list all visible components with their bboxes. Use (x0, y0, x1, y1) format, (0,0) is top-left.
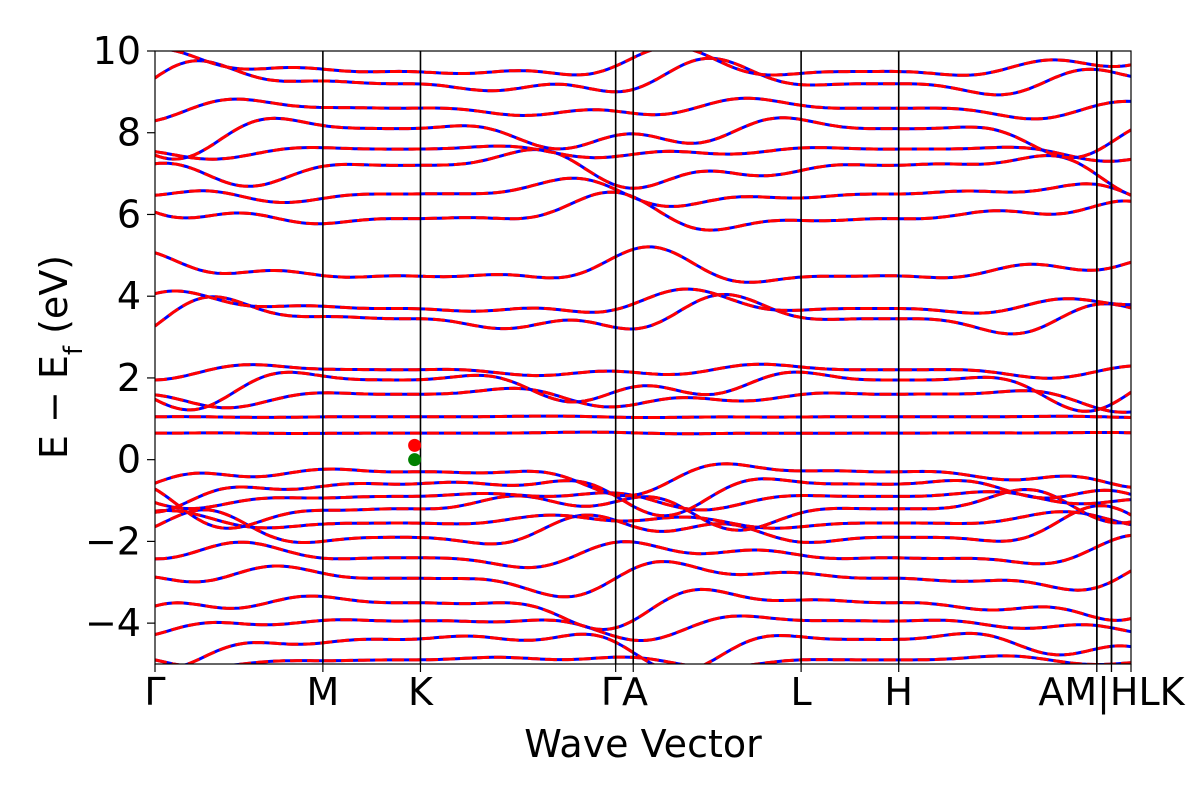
x-kpoint-label-2: K (408, 670, 434, 714)
x-kpoint-label-1: M (306, 670, 339, 714)
band-down-16 (155, 362, 1131, 382)
cbm-marker (408, 438, 422, 452)
band-up-4 (155, 560, 1131, 599)
band-down-23 (155, 144, 1131, 163)
x-axis-title: Wave Vector (524, 722, 762, 766)
band-up-25 (155, 96, 1131, 123)
band-down-15 (155, 370, 1131, 413)
x-kpoint-label-0: Γ (144, 670, 165, 714)
band-down-11 (155, 462, 1131, 498)
band-down-9 (155, 490, 1131, 512)
plot-frame (154, 50, 1132, 665)
x-kpoint-label-4: L (791, 670, 812, 714)
band-up-26 (155, 56, 1131, 97)
band-up-7 (155, 509, 1131, 530)
y-tick-label-5: 6 (117, 192, 141, 236)
band-down-24 (155, 116, 1131, 161)
band-edge-markers (408, 438, 422, 467)
band-up-20 (155, 190, 1131, 232)
band-down-26 (155, 56, 1131, 97)
band-down-5 (155, 533, 1131, 570)
band-down-27 (168, 51, 1131, 77)
band-down-13 (155, 414, 1131, 419)
band-down-1 (183, 631, 1131, 664)
band-down-7 (155, 509, 1131, 530)
band-down-4 (155, 560, 1131, 599)
y-tick-label-4: 4 (117, 274, 141, 318)
x-kpoint-label-5: H (884, 670, 913, 714)
band-down-14 (155, 386, 1131, 414)
x-kpoint-label-6: AM|HLK (1038, 670, 1185, 715)
band-down-25 (155, 96, 1131, 123)
y-tick-label-2: 0 (117, 438, 141, 482)
band-down-0 (155, 654, 1131, 664)
y-tick-label-0: −4 (85, 601, 141, 645)
y-axis-title-sub: f (59, 345, 89, 355)
kpoint-lines (154, 51, 1132, 672)
y-tick-label-6: 8 (117, 111, 141, 155)
band-down-19 (155, 245, 1131, 284)
y-axis-title-main: E − E (32, 355, 76, 459)
x-kpoint-label-3: ΓA (601, 670, 648, 714)
band-down-12 (155, 430, 1131, 436)
band-down-2 (155, 614, 1131, 642)
band-down-22 (155, 147, 1131, 197)
band-up-18 (155, 287, 1131, 315)
band-down-17 (155, 293, 1131, 336)
x-axis-kpoint-labels: Γ M K ΓA L H AM|HLK (144, 670, 1185, 715)
y-tick-label-7: 10 (93, 29, 141, 73)
band-down-10 (155, 477, 1131, 518)
band-down-3 (155, 587, 1131, 632)
y-axis-title-unit: (eV) (32, 255, 76, 346)
vbm-marker (408, 453, 422, 467)
band-up-19 (155, 245, 1131, 284)
band-down-18 (155, 287, 1131, 315)
band-up-22 (155, 147, 1131, 197)
y-tick-label-1: −2 (85, 519, 141, 563)
y-axis-title: E − Ef (eV) (32, 255, 89, 459)
y-axis-ticks: −4 −2 0 2 4 6 8 10 (85, 29, 155, 645)
band-up-2 (155, 614, 1131, 642)
y-tick-label-3: 2 (117, 356, 141, 400)
bands-layer (155, 51, 1131, 664)
band-down-21 (155, 176, 1131, 208)
band-down-6 (155, 504, 1131, 546)
